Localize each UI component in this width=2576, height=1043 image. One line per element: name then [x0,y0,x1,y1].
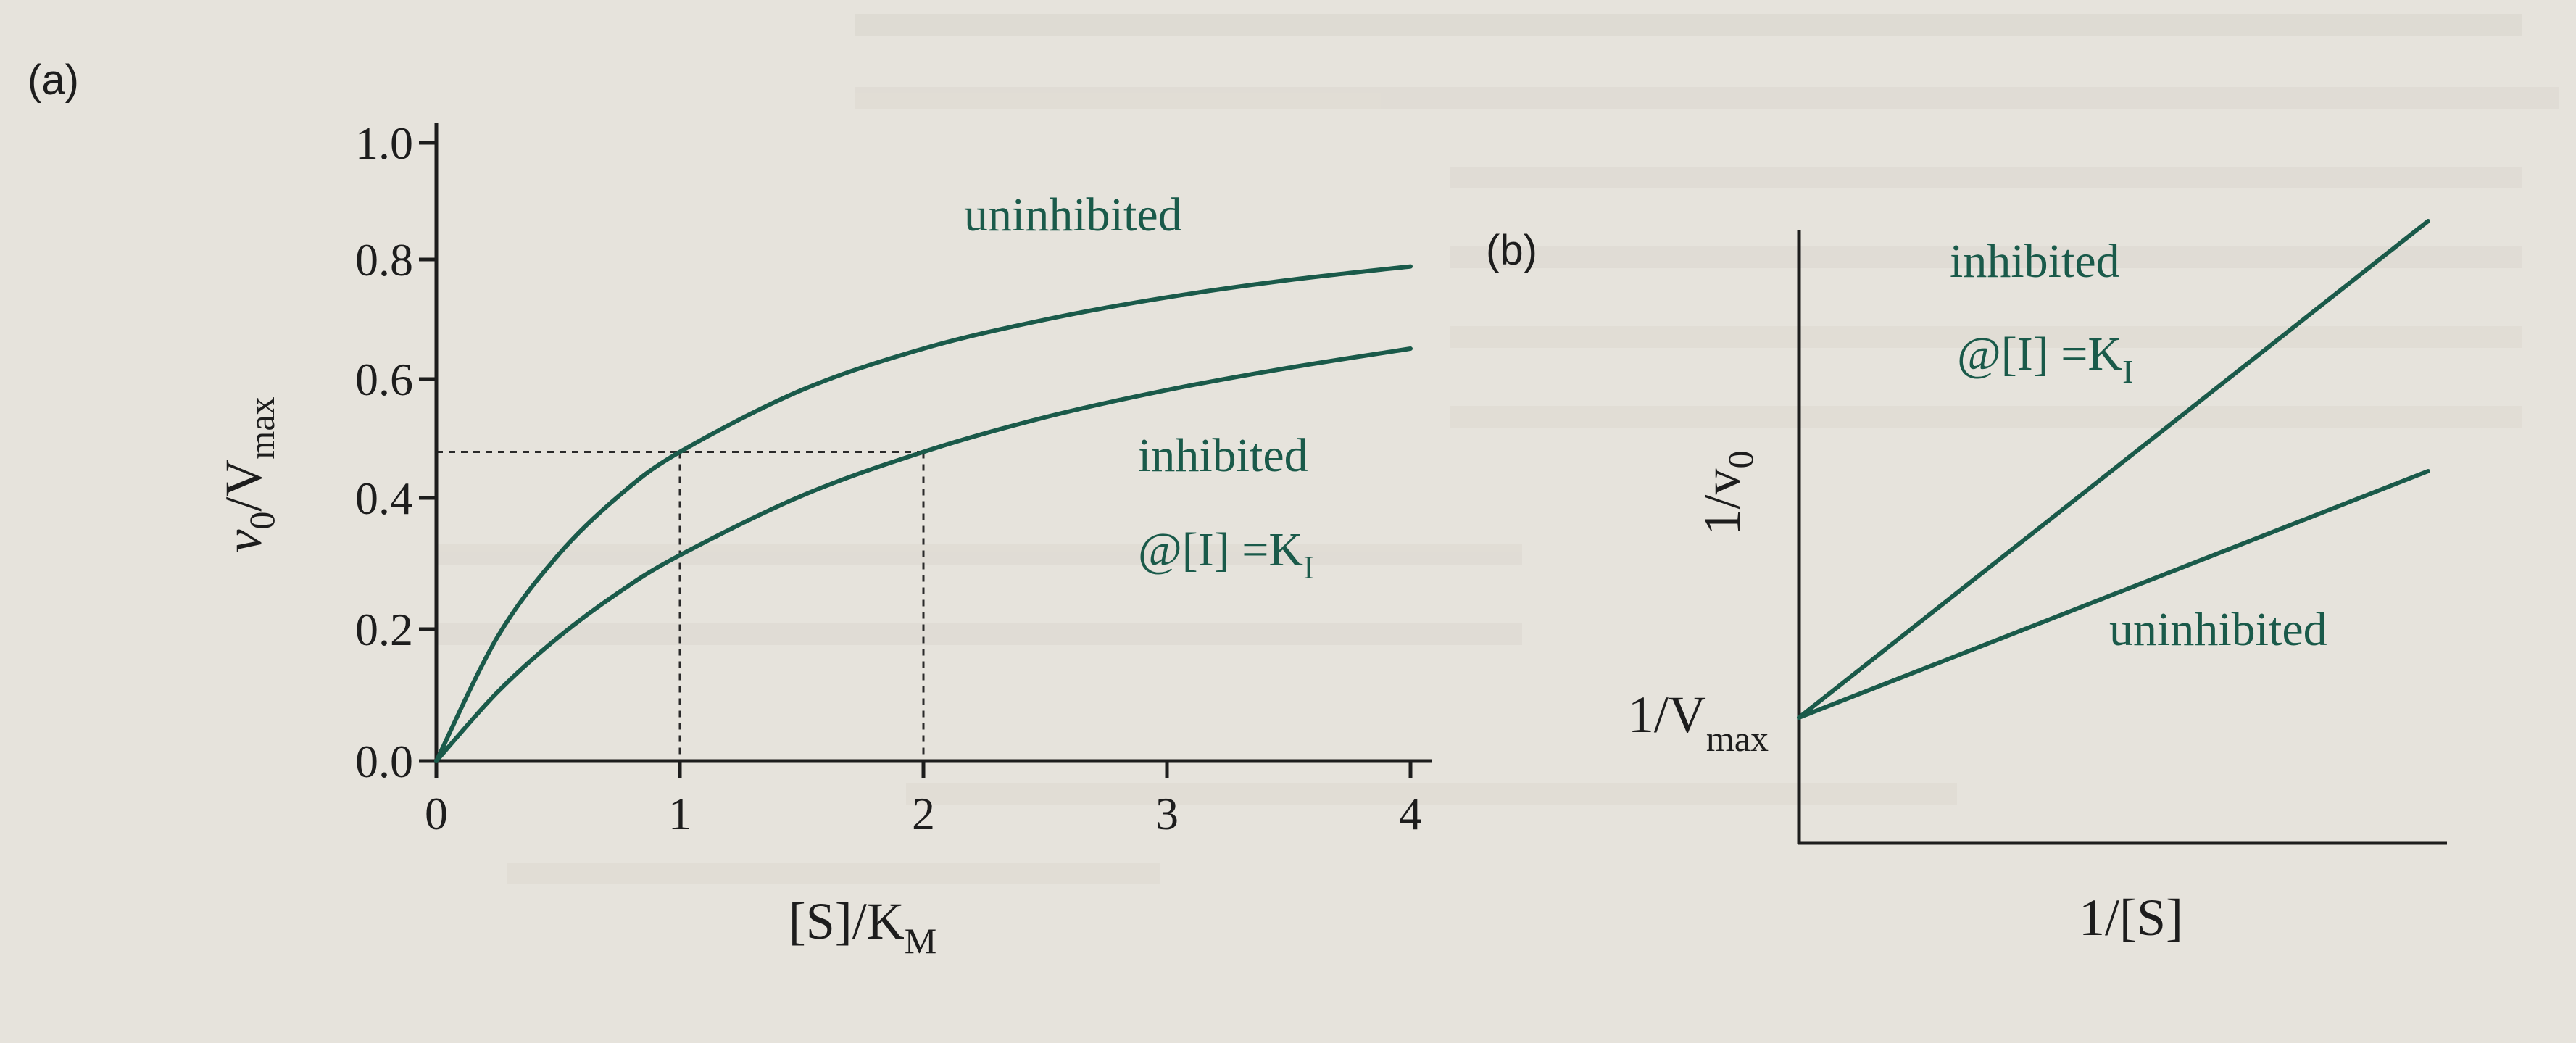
bleed-through-texture [435,14,2559,884]
inhibitor-condition-label-a: @[I] =KI [1138,523,1314,586]
panel-a-label: (a) [28,57,79,104]
panel-a-y-ticks: 0.0 0.2 0.4 0.6 0.8 1.0 [355,117,436,787]
x-tick-label-4: 4 [1399,788,1422,839]
inhibited-label-b: inhibited [1950,235,2120,288]
panel-b-y-axis-title: 1/v0 [1693,450,1761,535]
panel-a-guides [436,451,925,761]
inhibited-curve [434,346,1413,763]
inhibited-line [1797,219,2430,720]
uninhibited-curve [434,264,1413,763]
panel-b-x-axis-title: 1/[S] [2079,889,2183,947]
panel-a-x-axis-title: [S]/KM [789,892,936,961]
inhibitor-condition-label-b: @[I] =KI [1957,328,2133,390]
y-tick-label-0: 0.0 [355,736,413,787]
y-tick-label-4: 0.8 [355,234,413,286]
y-tick-label-1: 0.2 [355,604,413,655]
x-tick-label-0: 0 [425,788,448,839]
inhibited-label-a: inhibited [1138,429,1308,482]
x-tick-label-2: 2 [912,788,935,839]
y-intercept-label: 1/Vmax [1628,686,1769,759]
uninhibited-line [1797,469,2430,720]
y-tick-label-5: 1.0 [355,117,413,169]
panel-a: (a) 0.0 0.2 0.4 0.6 0.8 1.0 [28,57,1432,961]
panel-b-label: (b) [1486,227,1537,274]
panel-b: (b) 1/Vmax 1/v0 1/[S] inhibited @[I] =KI… [1486,219,2447,947]
y-tick-label-2: 0.4 [355,473,413,524]
x-tick-label-1: 1 [668,788,691,839]
x-tick-label-3: 3 [1155,788,1179,839]
uninhibited-label-b: uninhibited [2109,603,2327,656]
y-tick-label-3: 0.6 [355,354,413,405]
uninhibited-label-a: uninhibited [964,188,1182,241]
panel-a-x-ticks: 0 1 2 3 4 [425,761,1422,839]
panel-a-y-axis-title: v0/Vmax [215,396,282,552]
